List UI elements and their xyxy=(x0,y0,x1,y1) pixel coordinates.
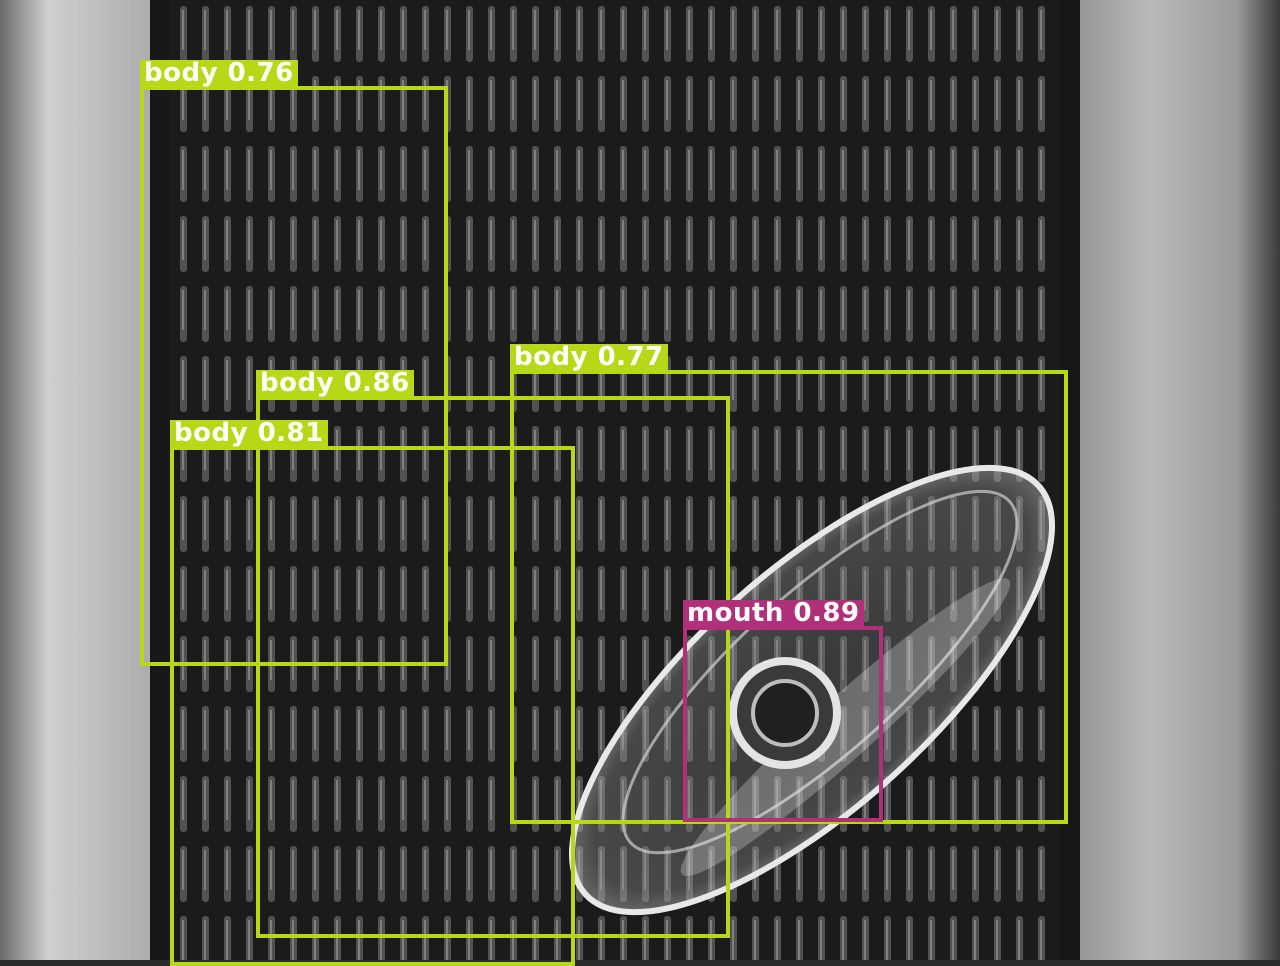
body-detection-label: body 0.86 xyxy=(256,370,414,396)
body-detection-box xyxy=(140,86,448,666)
body-detection-label: body 0.76 xyxy=(140,60,298,86)
body-detection-label: body 0.81 xyxy=(170,420,328,446)
body-detection-box xyxy=(256,396,730,938)
body-detection-box xyxy=(510,370,1068,824)
mouth-detection-box xyxy=(683,626,883,822)
body-detection-box xyxy=(170,446,575,966)
body-detection-label: body 0.77 xyxy=(510,344,668,370)
left-frame xyxy=(0,0,160,960)
bottle-mouth xyxy=(729,657,841,769)
right-frame xyxy=(1065,0,1280,960)
mouth-detection-label: mouth 0.89 xyxy=(683,600,864,626)
